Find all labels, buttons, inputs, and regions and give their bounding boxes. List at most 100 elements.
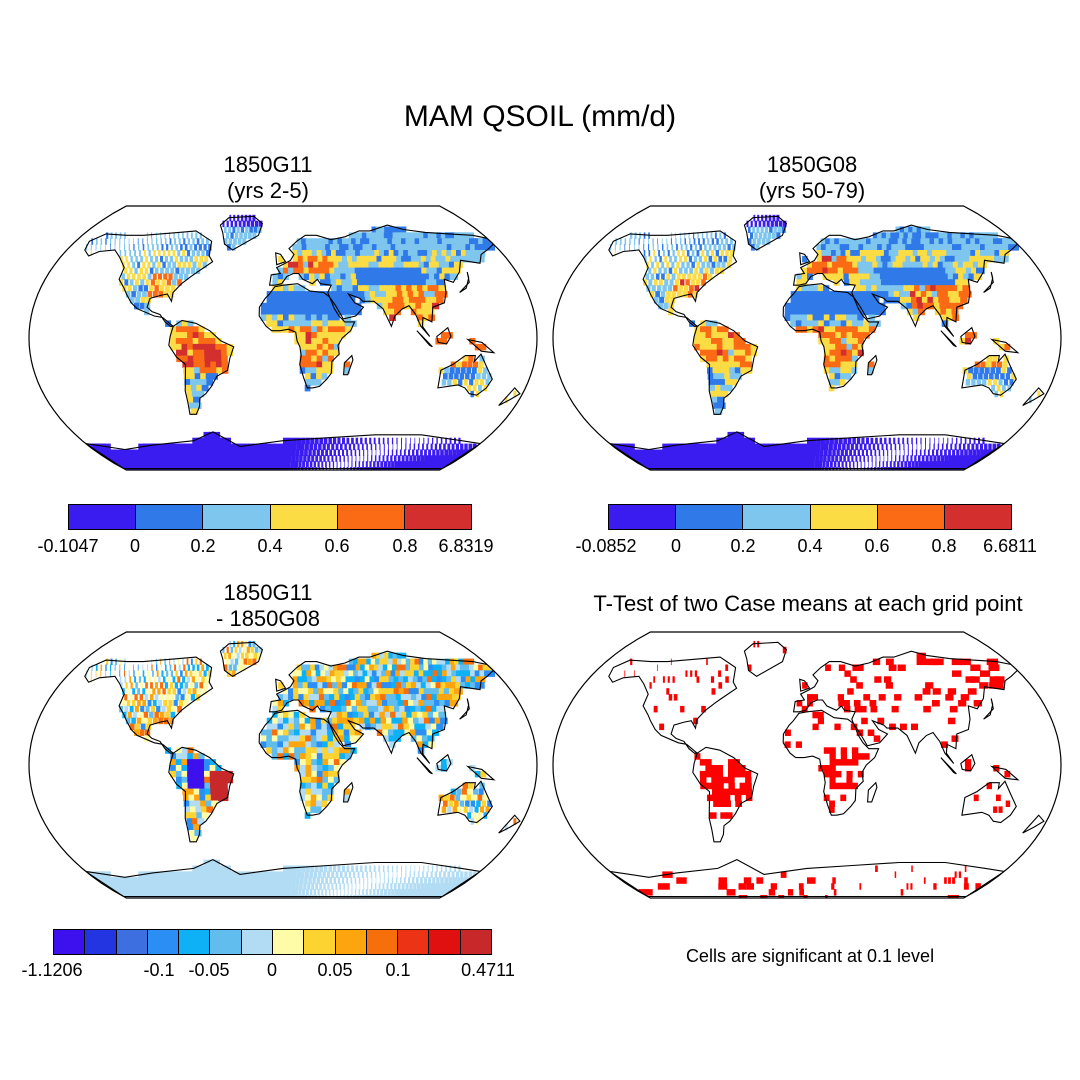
grid-cell xyxy=(391,877,394,884)
grid-cell xyxy=(962,285,971,292)
grid-cell xyxy=(359,883,361,890)
grid-cell xyxy=(238,220,242,228)
grid-cell xyxy=(801,285,808,292)
grid-cell xyxy=(322,320,329,327)
grid-cell xyxy=(619,244,621,251)
grid-cell xyxy=(194,255,199,263)
grid-cell xyxy=(951,250,961,257)
grid-cell xyxy=(146,658,148,666)
grid-cell xyxy=(320,717,328,725)
grid-cell xyxy=(927,296,935,304)
grid-cell xyxy=(714,267,719,275)
grid-cell xyxy=(353,670,361,677)
grid-cell xyxy=(198,782,206,790)
grid-cell xyxy=(342,255,349,263)
grid-cell xyxy=(701,279,706,286)
grid-cell xyxy=(787,461,794,468)
grid-cell xyxy=(228,238,233,245)
grid-cell xyxy=(371,255,380,263)
grid-cell xyxy=(204,361,212,368)
grid-cell xyxy=(318,688,325,695)
grid-cell xyxy=(325,670,332,677)
grid-cell xyxy=(134,250,136,257)
grid-cell xyxy=(322,326,329,333)
grid-cell xyxy=(864,250,872,257)
grid-cell xyxy=(149,267,154,275)
grid-cell xyxy=(715,250,719,257)
grid-cell xyxy=(831,455,835,462)
grid-cell xyxy=(291,443,297,451)
grid-cell xyxy=(912,279,921,286)
grid-cell xyxy=(405,267,414,275)
grid-cell xyxy=(732,431,740,439)
grid-cell xyxy=(420,455,425,462)
grid-cell xyxy=(382,437,385,445)
grid-cell xyxy=(851,355,858,363)
grid-cell xyxy=(381,244,390,251)
grid-cell xyxy=(460,255,470,263)
grid-cell xyxy=(916,652,926,660)
grid-cell xyxy=(892,261,900,269)
grid-cell xyxy=(823,308,830,316)
grid-cell xyxy=(768,889,776,896)
grid-cell xyxy=(871,455,873,462)
grid-cell xyxy=(294,314,301,321)
coastline xyxy=(465,765,496,781)
grid-cell xyxy=(301,670,308,677)
grid-cell xyxy=(720,384,728,392)
grid-cell xyxy=(807,267,813,275)
grid-cell xyxy=(320,449,324,456)
grid-cell xyxy=(767,232,772,239)
grid-cell xyxy=(250,220,254,228)
grid-cell xyxy=(461,788,467,796)
grid-cell xyxy=(660,291,666,298)
grid-cell xyxy=(451,871,455,878)
grid-cell xyxy=(132,688,135,695)
grid-cell xyxy=(288,326,295,333)
grid-cell xyxy=(396,437,398,445)
grid-cell xyxy=(955,267,964,275)
grid-cell xyxy=(846,332,853,339)
grid-cell xyxy=(694,285,700,292)
grid-cell xyxy=(222,883,230,890)
grid-cell xyxy=(933,461,938,468)
grid-cell xyxy=(327,455,330,462)
grid-cell xyxy=(296,238,303,245)
grid-cell xyxy=(431,267,440,275)
grid-cell xyxy=(348,443,352,451)
grid-cell xyxy=(196,664,200,671)
grid-cell xyxy=(315,455,319,462)
grid-cell xyxy=(706,782,713,790)
grid-cell xyxy=(195,806,203,813)
grid-cell xyxy=(311,355,318,363)
grid-cell xyxy=(379,711,387,719)
grid-cell xyxy=(942,437,944,445)
grid-cell xyxy=(249,226,253,233)
grid-cell xyxy=(314,700,321,707)
grid-cell xyxy=(258,455,265,462)
grid-cell xyxy=(200,806,208,813)
grid-cell xyxy=(206,250,210,257)
grid-cell xyxy=(921,455,925,462)
grid-cell xyxy=(976,449,981,456)
grid-cell xyxy=(796,296,803,304)
grid-cell xyxy=(299,308,306,316)
grid-cell xyxy=(716,776,724,784)
grid-cell xyxy=(309,700,316,707)
grid-cell xyxy=(861,296,869,304)
grid-cell xyxy=(894,871,897,878)
grid-cell xyxy=(445,437,447,445)
grid-cell xyxy=(693,238,696,245)
grid-cell xyxy=(310,735,318,742)
grid-cell xyxy=(151,232,153,239)
grid-cell xyxy=(327,355,334,363)
grid-cell xyxy=(319,273,326,280)
significance-note: Cells are significant at 0.1 level xyxy=(685,946,935,966)
grid-cell xyxy=(711,776,718,784)
grid-cell xyxy=(697,273,702,280)
grid-cell xyxy=(757,214,760,222)
grid-cell xyxy=(694,244,698,251)
grid-cell xyxy=(871,285,879,292)
grid-cell xyxy=(456,788,462,796)
grid-cell xyxy=(370,723,378,731)
